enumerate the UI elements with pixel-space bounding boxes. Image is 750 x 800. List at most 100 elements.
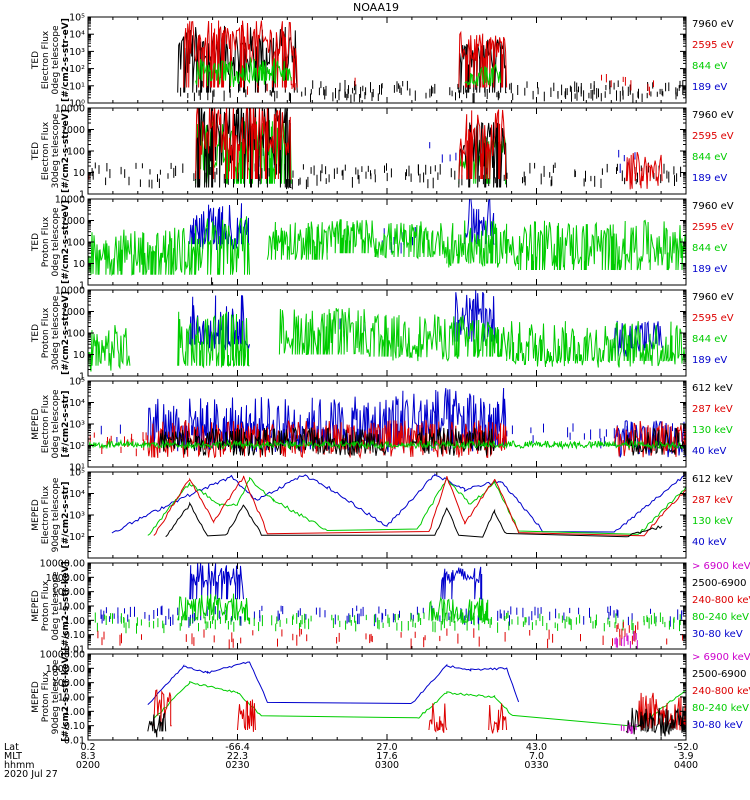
series-burst (278, 307, 370, 356)
x-tick-label: -66.4 (225, 742, 250, 753)
y-axis-label-line: Proton Flux (41, 216, 51, 267)
series-burst (488, 703, 508, 734)
series-burst (458, 30, 508, 88)
x-tick-label: 0400 (674, 760, 698, 771)
y-tick-label: 10⁵ (69, 468, 85, 479)
y-axis-label: TEDElectron Flux0deg telescope[#/cm2-s-s… (31, 18, 71, 102)
y-axis-label-line: [#/cm2-s-str] (61, 391, 71, 458)
y-tick-label: 1000 (61, 307, 85, 318)
legend-entry: > 6900 keV (692, 561, 750, 572)
panel-frame (87, 653, 687, 741)
y-axis-label-line: [#/cm2-s-str-keV] (61, 652, 71, 742)
series-burst (458, 109, 507, 180)
y-axis-label: MEPEDElectron Flux0deg telescope[#/cm2-s… (31, 389, 71, 459)
legend-entry: 240-800 keV (692, 686, 750, 697)
legend-entry: 130 keV (692, 516, 733, 527)
legend-entry: 30-80 keV (692, 720, 743, 731)
legend-entry: 80-240 keV (692, 612, 749, 623)
series-burst (625, 427, 686, 456)
legend-entry: 189 eV (692, 173, 727, 184)
legend-entry: 844 eV (692, 243, 727, 254)
y-tick-label: 10⁰ (69, 99, 85, 110)
series-burst (428, 703, 448, 733)
y-axis-label-line: TED (31, 51, 41, 70)
series-line (153, 680, 686, 728)
y-tick-label: 0.10 (64, 721, 85, 732)
series-burst (177, 593, 250, 621)
y-axis-label-line: MEPED (31, 590, 41, 622)
series-burst (440, 566, 483, 600)
legend-entry: 189 eV (692, 355, 727, 366)
y-axis-label-line: TED (31, 233, 41, 252)
y-tick-label: 10000 (55, 104, 85, 115)
x-tick-label: 27.0 (376, 742, 397, 753)
y-tick-label: 0.01 (64, 645, 85, 656)
y-axis-label: TEDElectron Flux30deg telescope[#/cm2-s-… (31, 109, 71, 193)
x-tick-label: 8.3 (80, 751, 95, 762)
series-burst (446, 220, 519, 268)
y-axis-label-line: Proton Flux (41, 580, 51, 631)
y-tick-label: 10000.00 (40, 559, 85, 570)
y-tick-label: 10 (73, 259, 85, 270)
legend-entry: 844 eV (692, 334, 727, 345)
series-line (111, 473, 686, 534)
y-tick-label: 10 (73, 350, 85, 361)
series-burst (326, 219, 376, 254)
legend-entry: 2500-6900 (692, 669, 747, 680)
y-tick-label: 10.00 (58, 602, 85, 613)
legend-entry: 7960 eV (692, 110, 734, 121)
y-axis-label-line: 90deg telescope (51, 477, 61, 552)
y-tick-label: 10³ (69, 511, 85, 522)
y-axis-label: MEPEDProton Flux0deg telescope[#/cm2-s-s… (31, 561, 71, 651)
series-line (147, 476, 686, 536)
y-tick-label: 100 (67, 147, 85, 158)
y-tick-label: 10⁵ (69, 377, 85, 388)
y-tick-label: 1 (79, 190, 85, 201)
y-axis-label-line: TED (31, 142, 41, 161)
y-axis-label: TEDProton Flux30deg telescope[#/cm2-s-st… (31, 291, 71, 375)
legend-entry: 2595 eV (692, 131, 734, 142)
y-tick-label: 10⁵ (69, 13, 85, 24)
y-tick-label: 1000 (61, 125, 85, 136)
legend-entry: > 6900 keV (692, 652, 750, 663)
series-burst (147, 712, 167, 738)
y-tick-label: 10² (69, 64, 85, 75)
series-burst (518, 219, 686, 271)
series-burst (625, 706, 686, 737)
y-tick-label: 10000.00 (40, 650, 85, 661)
y-axis-label-line: 0deg telescope (51, 571, 61, 641)
series-line (147, 661, 520, 705)
series-burst (452, 290, 496, 342)
y-axis-label-line: Electron Flux (41, 30, 51, 89)
y-tick-label: 10⁴ (69, 489, 85, 500)
y-tick-label: 0.01 (64, 736, 85, 747)
y-axis-label-line: MEPED (31, 408, 41, 440)
panel-frame (87, 471, 687, 559)
series-burst (88, 227, 191, 277)
x-tick-label: 0230 (225, 760, 249, 771)
x-tick-label: -52.0 (674, 742, 699, 753)
y-tick-label: 1.00 (64, 707, 85, 718)
y-axis-label-line: 30deg telescope (51, 295, 61, 370)
y-axis-label-line: Electron Flux (41, 485, 51, 544)
y-axis-label-line: [#/cm2-s-str-eV] (61, 200, 71, 284)
y-axis-label-line: [#/cm2-s-str] (61, 482, 71, 549)
legend-entry: 287 keV (692, 495, 733, 506)
series-burst (189, 203, 250, 251)
legend-entry: 7960 eV (692, 201, 734, 212)
y-tick-label: 10² (69, 532, 85, 543)
legend-entry: 612 keV (692, 474, 733, 485)
y-tick-label: 0.10 (64, 630, 85, 641)
y-axis-label-line: TED (31, 324, 41, 343)
y-axis-label-line: Electron Flux (41, 121, 51, 180)
x-tick-label: 22.3 (227, 751, 248, 762)
y-axis-label: MEPEDElectron Flux90deg telescope[#/cm2-… (31, 477, 71, 552)
panel-series (111, 473, 686, 538)
series-burst (153, 689, 172, 727)
series-burst (237, 699, 256, 732)
